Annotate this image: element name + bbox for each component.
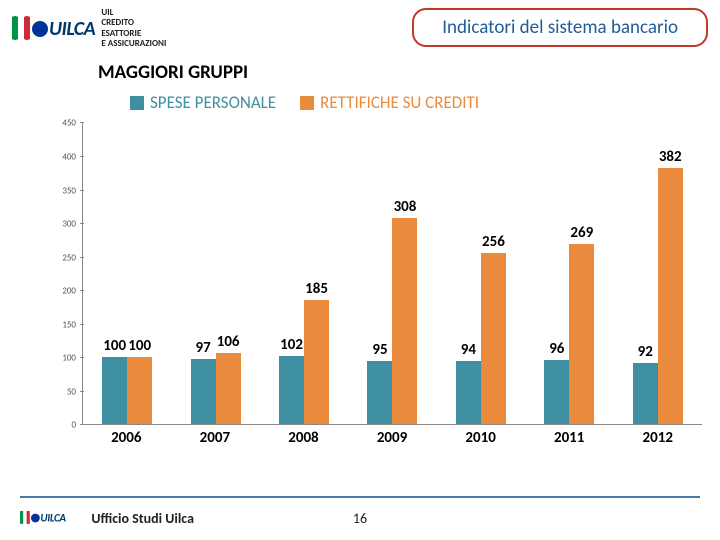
italy-flag-icon [12,15,30,43]
bar-spese: 96 [544,360,569,424]
x-tick-label: 2008 [259,425,348,453]
bar-value-label: 185 [305,280,328,298]
bar-value-label: 308 [394,198,417,216]
x-tick-label: 2006 [82,425,171,453]
y-tick-label: 450 [62,118,76,129]
plot-area: 1001009710610218595308942569626992382 [82,123,702,425]
bar-rettifiche: 185 [304,300,329,424]
bar-group: 97106 [171,353,259,424]
bar-rettifiche: 269 [569,244,594,425]
bar-group: 92382 [614,168,702,424]
bar-rettifiche: 382 [658,168,683,424]
x-tick-label: 2011 [525,425,614,453]
legend-label: RETTIFICHE SU CREDITI [320,92,479,113]
page-number: 16 [353,510,367,527]
x-axis: 2006200720082009201020112012 [82,425,702,453]
logo-subtitle: UIL CREDITO ESATTORIE E ASSICURAZIONI [101,8,166,49]
y-tick-label: 400 [62,151,76,162]
bar-value-label: 106 [217,333,240,351]
y-tick-label: 0 [71,420,76,431]
bar-value-label: 102 [280,336,303,354]
footer-logo: UILCA [20,510,66,525]
chart-container: MAGGIORI GRUPPI SPESE PERSONALE RETTIFIC… [0,53,720,453]
bar-value-label: 100 [103,337,126,355]
bar-value-label: 382 [659,148,682,166]
italy-flag-icon [20,510,30,525]
bar-rettifiche: 308 [392,218,417,425]
bar-group: 100100 [83,357,171,424]
logo-brand-text: UILCA [49,17,95,41]
bar-spese: 97 [191,359,216,424]
footer: UILCA Ufficio Studi Uilca 16 [0,496,720,532]
y-tick-label: 150 [62,319,76,330]
bar-rettifiche: 100 [127,357,152,424]
bar-value-label: 95 [372,341,387,359]
x-tick-label: 2010 [436,425,525,453]
chart-title: MAGGIORI GRUPPI [98,61,702,84]
bar-value-label: 256 [482,233,505,251]
chart-plot: 050100150200250300350400450 100100971061… [56,123,702,453]
x-tick-label: 2012 [613,425,702,453]
bar-spese: 92 [633,363,658,425]
bar-spese: 102 [279,356,304,424]
bar-spese: 100 [102,357,127,424]
bar-group: 102185 [260,300,348,424]
legend-label: SPESE PERSONALE [150,92,276,113]
bar-value-label: 96 [549,340,564,358]
y-tick-label: 300 [62,219,76,230]
bar-group: 96269 [525,244,613,425]
bar-value-label: 92 [638,343,653,361]
bar-value-label: 100 [128,337,151,355]
logo: UILCA UIL CREDITO ESATTORIE E ASSICURAZI… [12,8,166,49]
y-tick-label: 250 [62,252,76,263]
legend-item-spese: SPESE PERSONALE [130,92,276,113]
bar-spese: 94 [456,361,481,424]
bar-rettifiche: 256 [481,253,506,425]
legend-swatch [130,96,144,110]
x-tick-label: 2007 [171,425,260,453]
legend-item-rettifiche: RETTIFICHE SU CREDITI [300,92,479,113]
chart-legend: SPESE PERSONALE RETTIFICHE SU CREDITI [130,92,702,113]
y-tick-label: 100 [62,353,76,364]
bar-rettifiche: 106 [216,353,241,424]
bar-value-label: 94 [461,341,476,359]
bar-spese: 95 [367,361,392,425]
eu-circle-icon [32,21,48,37]
bar-group: 94256 [437,253,525,425]
y-tick-label: 50 [67,386,76,397]
x-tick-label: 2009 [348,425,437,453]
y-tick-label: 200 [62,286,76,297]
y-tick-label: 350 [62,185,76,196]
y-axis: 050100150200250300350400450 [56,123,80,425]
footer-text: Ufficio Studi Uilca [91,510,194,527]
legend-swatch [300,96,314,110]
bar-value-label: 269 [570,224,593,242]
bar-group: 95308 [348,218,436,425]
page-title: Indicatori del sistema bancario [412,8,708,47]
bar-value-label: 97 [196,339,211,357]
eu-circle-icon [31,514,40,523]
footer-divider [20,496,700,498]
